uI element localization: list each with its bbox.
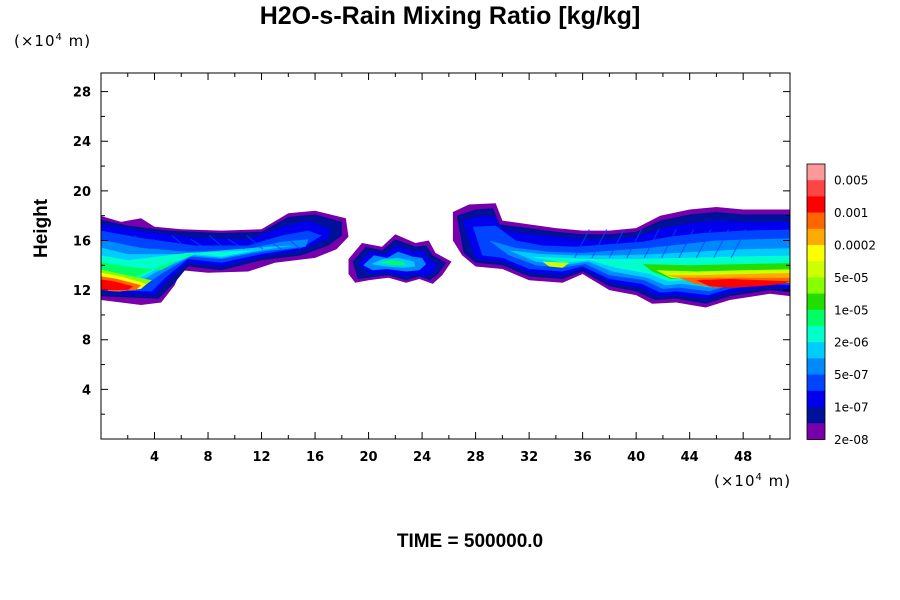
colorbar-swatch [807,390,825,408]
x-tick-label: 8 [204,450,213,465]
y-axis-unit: (×104 m) [14,32,92,50]
contour-right-core [696,279,790,288]
y-tick-label: 20 [73,185,91,200]
contour-striation [695,229,712,259]
colorbar-label: 1e-07 [834,401,869,415]
y-tick-label: 16 [73,234,91,249]
contour-striation [730,229,747,259]
time-label: TIME = 500000.0 [396,531,544,552]
y-tick-label: 12 [73,284,91,299]
contour-left-l4 [101,239,309,288]
colorbar-label: 0.001 [834,206,868,220]
y-tick-label: 24 [73,135,91,150]
chart-title: H2O-s-Rain Mixing Ratio [kg/kg] [259,2,641,30]
contour-striation [227,238,245,250]
colorbar-swatch [807,245,825,262]
contour-left-l7 [101,253,215,281]
colorbar-swatch [807,164,825,181]
colorbar-label: 2e-08 [834,433,869,447]
x-tick-label: 28 [467,450,485,465]
contour-striation [661,229,677,259]
colorbar-swatch [807,309,825,327]
contour-striation [265,238,282,250]
x-tick-label: 24 [413,450,431,465]
colorbar-swatch [807,342,825,359]
x-axis-unit: (×104 m) [714,472,792,490]
x-tick-label: 4 [150,450,159,465]
y-tick-label: 28 [73,86,91,101]
colorbar-swatch [807,407,825,424]
contour-striation [152,238,170,250]
contour-striation [246,235,264,250]
x-tick-label: 16 [306,450,324,465]
y-tick-label: 8 [82,334,91,349]
y-tick-label: 4 [82,383,91,398]
contour-striation [283,235,301,250]
colorbar-swatch [807,358,825,375]
colorbar-swatch [807,277,825,294]
contour-striation [608,229,625,259]
contour-striation [190,238,208,250]
colorbar-label: 5e-07 [834,368,869,382]
colorbar-label: 1e-05 [834,303,869,317]
colorbar-swatch [807,423,825,440]
colorbar-swatch [807,374,825,392]
colorbar-swatch [807,326,825,343]
contour-striation [713,229,729,259]
colorbar-swatch [807,180,825,197]
x-tick-label: 48 [734,450,752,465]
x-tick-label: 40 [627,450,645,465]
contour-striation [208,235,226,250]
colorbar-swatch [807,261,825,278]
colorbar-frame [806,163,826,440]
colorbar-label: 2e-06 [834,336,869,350]
contour-striation [574,229,590,259]
colorbar-swatch [807,196,825,213]
contour-left-core [101,279,134,291]
contour-striation [134,235,151,250]
x-tick-label: 20 [360,450,378,465]
x-tick-label: 44 [681,450,699,465]
contour-center-core [379,260,406,266]
contour-striation [591,229,608,259]
x-axis: 4 8 12 16 20 24 28 32 36 40 44 48 [127,73,771,465]
colorbar-swatch [807,228,825,246]
x-tick-label: 12 [252,450,270,465]
colorbar: 0.005 0.001 0.0002 5e-05 1e-05 2e-06 5e-07 1e-0… [806,163,876,447]
y-axis: 4 8 12 16 20 24 28 [73,86,790,415]
x-tick-label: 36 [574,450,592,465]
contour-striation [678,229,695,259]
contour-striation [171,235,189,250]
contour-left-l5 [101,245,295,286]
contour-right-patch [542,261,570,268]
colorbar-swatch [807,293,825,311]
contour-striation [626,229,643,259]
colorbar-label: 5e-05 [834,271,869,285]
x-tick-label: 32 [520,450,538,465]
contour-striation [643,229,660,259]
colorbar-label: 0.005 [834,174,868,188]
plot-frame [100,72,791,440]
contour-field [101,203,790,308]
colorbar-swatch [807,212,825,230]
colorbar-label: 0.0002 [834,239,876,253]
